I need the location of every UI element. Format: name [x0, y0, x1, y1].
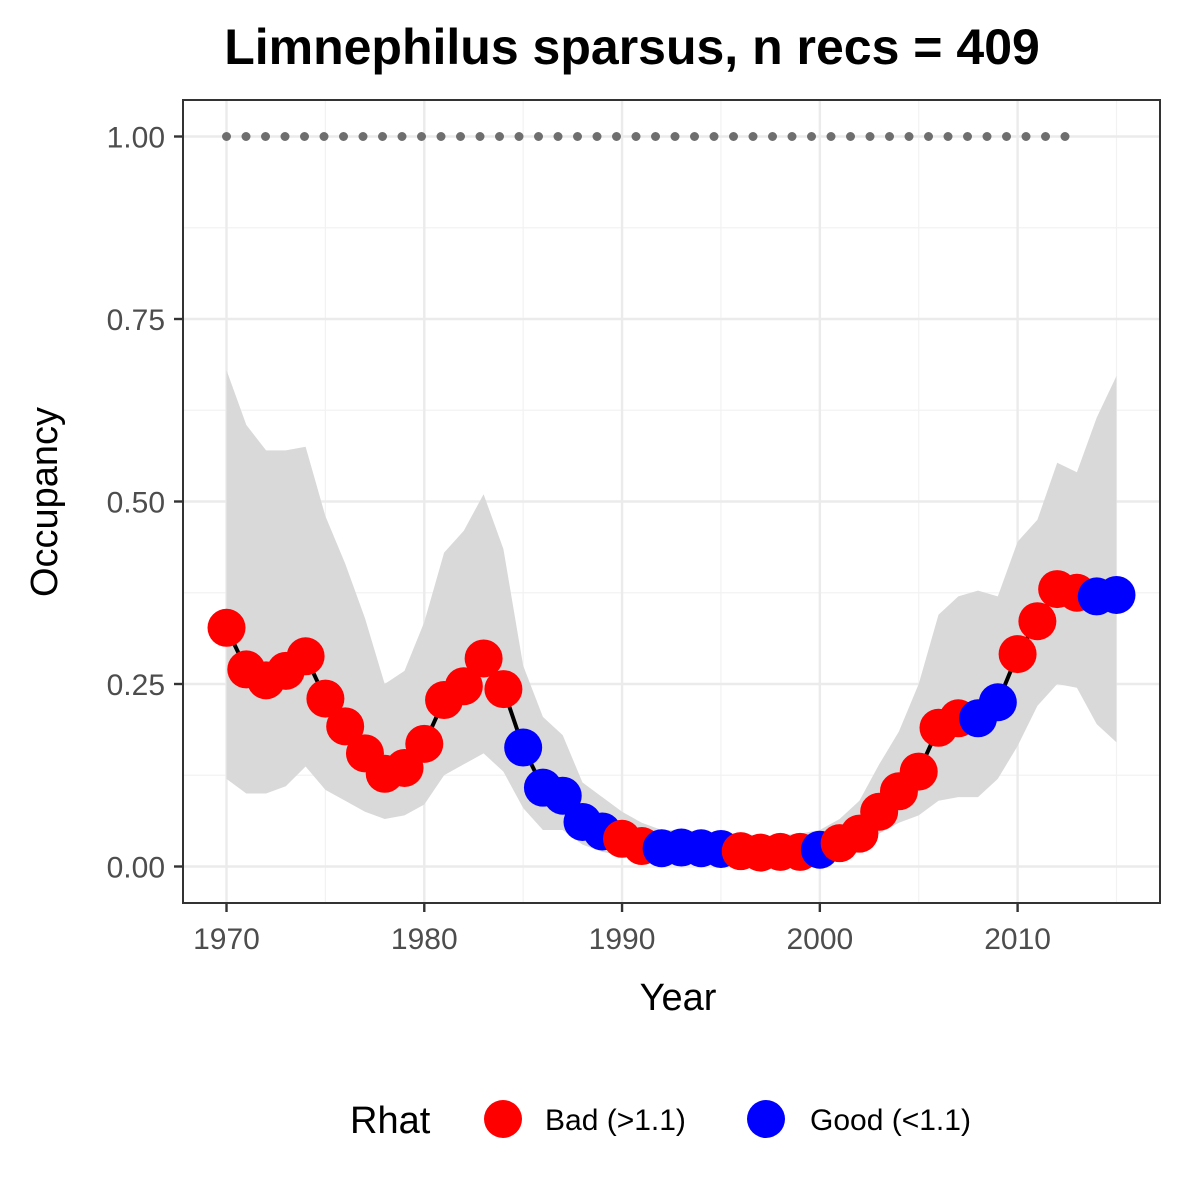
legend-swatch-good [747, 1100, 785, 1138]
data-point-1984 [484, 670, 523, 709]
y-tick-label: 0.25 [107, 669, 165, 702]
data-point-1987 [543, 776, 582, 815]
legend-title: Rhat [350, 1100, 431, 1142]
x-tick-label: 1970 [193, 923, 260, 956]
data-point-1970 [207, 608, 246, 647]
x-tick-label: 1990 [589, 923, 656, 956]
y-tick-label: 1.00 [107, 122, 165, 155]
x-tick-label: 2000 [786, 923, 853, 956]
legend-label-bad: Bad (>1.1) [545, 1104, 686, 1137]
y-tick-label: 0.75 [107, 304, 165, 337]
data-point-1983 [464, 639, 503, 678]
x-tick-label: 1980 [391, 923, 458, 956]
legend-swatch-bad [484, 1100, 522, 1138]
y-tick-label: 0.00 [107, 852, 165, 885]
y-axis-title: Occupancy [24, 407, 66, 597]
chart-title: Limnephilus sparsus, n recs = 409 [224, 19, 1040, 75]
legend-label-good: Good (<1.1) [810, 1104, 971, 1137]
data-point-2015 [1097, 575, 1136, 614]
data-point-1976 [326, 707, 365, 746]
data-point-1982 [444, 667, 483, 706]
x-axis-title: Year [640, 977, 717, 1019]
y-axis: 0.00 0.25 0.50 0.75 1.00 [107, 122, 183, 885]
data-point-2009 [978, 683, 1017, 722]
y-tick-label: 0.50 [107, 487, 165, 520]
data-point-2011 [1018, 602, 1057, 641]
x-tick-label: 2010 [984, 923, 1051, 956]
x-axis: 1970 1980 1990 2000 2010 [193, 903, 1051, 956]
data-point-2010 [998, 635, 1037, 674]
legend: Rhat Bad (>1.1) Good (<1.1) [350, 1100, 971, 1142]
data-point-1974 [286, 637, 325, 676]
data-points [207, 570, 1136, 872]
confidence-ribbon [226, 370, 1117, 863]
data-point-1975 [306, 679, 345, 718]
data-point-2005 [899, 752, 938, 791]
data-point-1985 [504, 728, 543, 767]
data-point-1980 [405, 724, 444, 763]
